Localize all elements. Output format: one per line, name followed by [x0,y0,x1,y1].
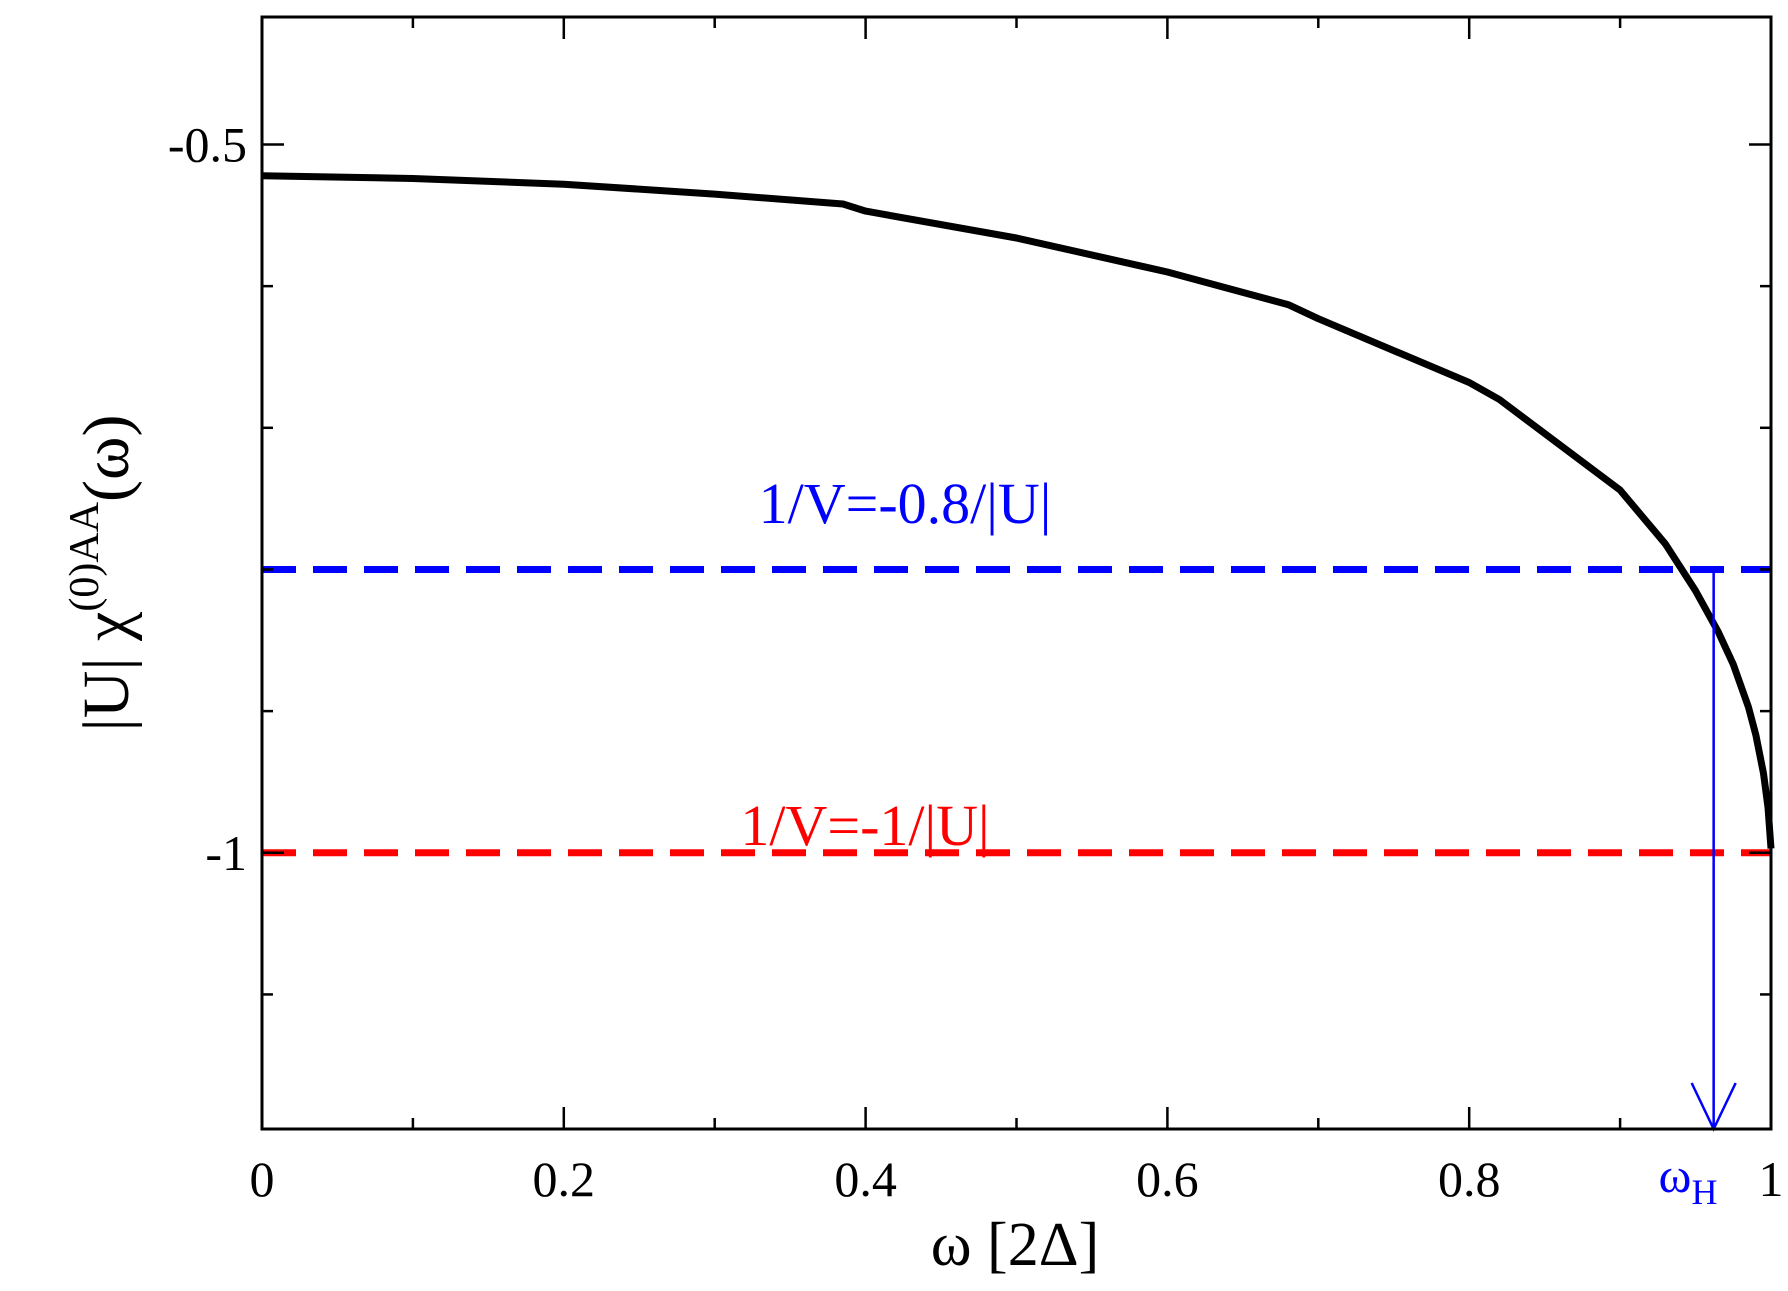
x-tick-label: 0.2 [533,1151,596,1207]
ref-label-blue: 1/V=-0.8/|U| [759,471,1052,536]
tick-layer: 0 0.2 0.4 0.6 0.8 1 -0.5 -1 [168,17,1784,1207]
omega-h-symbol: ω [1659,1147,1692,1203]
y-axis-title-prefix: |U| χ [70,612,143,732]
y-axis-title-superscript: (0)AA [62,501,108,611]
y-axis-title: |U| χ(0)AA(ω) [62,415,143,732]
y-axis-title-suffix: (ω) [70,415,143,502]
x-tick-label: 1 [1759,1151,1784,1207]
series-line-0 [261,172,1775,849]
x-axis-title: ω [2Δ] [931,1211,1099,1279]
ref-label-red: 1/V=-1/|U| [740,793,989,858]
x-tick-label: 0.4 [834,1151,897,1207]
series-layer [261,172,1775,849]
ref-label-blue-text: 1/V=-0.8/|U| [759,471,1052,536]
y-tick-label: -0.5 [168,116,247,172]
omega-h-label: ωH [1659,1147,1718,1212]
x-tick-label: 0.8 [1438,1151,1501,1207]
x-tick-label: 0.6 [1136,1151,1199,1207]
omega-h-subscript: H [1691,1172,1717,1212]
reference-lines [262,565,1771,857]
x-tick-label: 0 [250,1151,275,1207]
ref-label-red-text: 1/V=-1/|U| [740,793,989,858]
y-tick-label: -1 [205,825,247,881]
